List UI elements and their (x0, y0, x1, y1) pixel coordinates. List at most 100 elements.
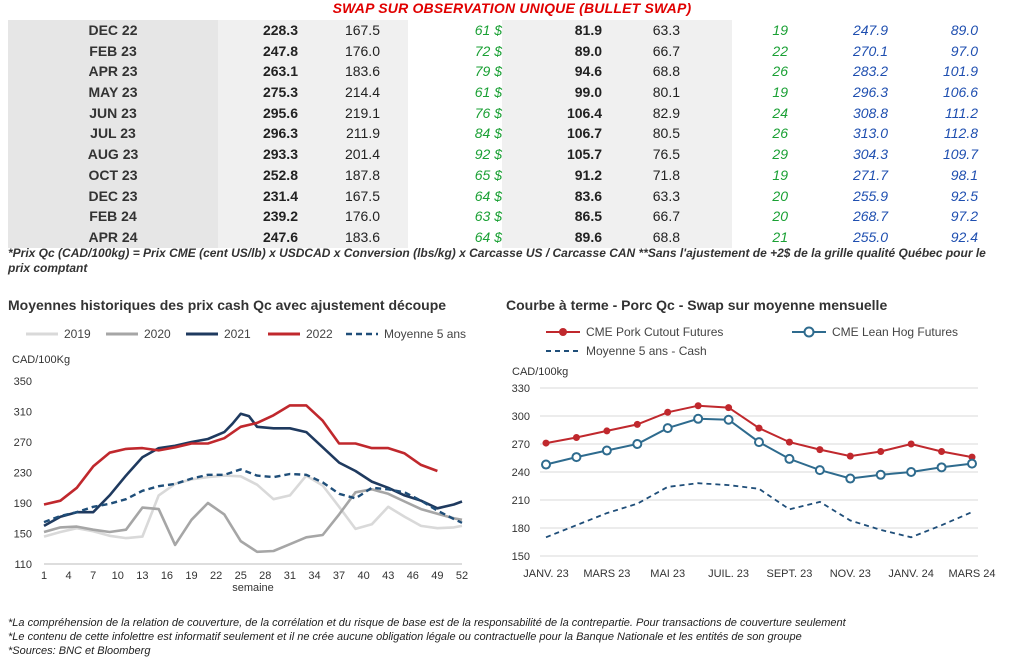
table-cell-d: 105.7 (566, 146, 602, 163)
table-title: SWAP SUR OBSERVATION UNIQUE (BULLET SWAP… (0, 0, 1024, 20)
y-tick-label: 270 (14, 437, 32, 449)
table-cell-label: APR 23 (88, 63, 138, 80)
table-cell-h: 106.6 (942, 84, 978, 101)
row-band (218, 82, 408, 103)
row-band (8, 82, 218, 103)
table-cell-b: 219.1 (344, 104, 380, 121)
cutout-point (694, 402, 702, 410)
row-band (502, 185, 732, 207)
row-band (502, 123, 732, 145)
lean-point (723, 414, 734, 425)
x-tick-label: 4 (66, 570, 72, 582)
table-cell-f: 20 (772, 208, 788, 225)
legend-marker (803, 326, 815, 338)
series-line-1 (43, 488, 463, 554)
legend-marker (559, 328, 567, 336)
row-band (8, 40, 218, 62)
table-cell-e: 76.5 (652, 146, 680, 163)
lean-point (906, 467, 917, 477)
table-cell-c: 65 $ (474, 166, 502, 183)
table-row: JUL 23 296.3 211.9 84 $ 106.7 80.5 26 313.0 112.… (8, 123, 998, 145)
lean-point (601, 445, 612, 456)
x-tick-label: 7 (90, 570, 96, 582)
y-tick-label: 230 (14, 468, 32, 480)
y-tick-label: 150 (512, 551, 530, 563)
y-tick-label: 110 (14, 559, 32, 571)
y-axis-label: CAD/100Kg (12, 354, 70, 366)
table-cell-e: 80.1 (652, 84, 680, 101)
legend-label: 2019 (64, 327, 91, 341)
table-cell-d: 99.0 (574, 84, 602, 101)
table-cell-g: 247.9 (852, 22, 888, 38)
footer-line-1: *La compréhension de la relation de couv… (8, 617, 846, 629)
table-cell-g: 283.2 (852, 63, 888, 80)
series-line-4 (43, 468, 463, 524)
y-tick-label: 180 (512, 523, 530, 535)
table-cell-a: 231.4 (262, 187, 298, 204)
table-cell-b: 211.9 (346, 125, 380, 142)
table-cell-a: 247.8 (262, 42, 298, 59)
table-cell-a: 263.1 (262, 63, 298, 80)
table-cell-c: 92 $ (474, 146, 502, 163)
forward-curve-chart: CME Pork Cutout Futures CME Lean Hog Futu… (512, 325, 996, 580)
table-cell-c: 79 $ (474, 63, 502, 80)
table-cell-a: 295.6 (262, 104, 298, 121)
table-cell-label: AUG 23 (87, 146, 139, 163)
table-row: JUN 23 295.6 219.1 76 $ 106.4 82.9 24 308.8 111.… (8, 102, 998, 124)
table-cell-a: 228.3 (262, 22, 298, 38)
table-cell-d: 81.9 (574, 22, 602, 38)
table-cell-f: 24 (772, 104, 788, 121)
x-tick-label: MAI 23 (650, 568, 685, 580)
table-cell-e: 63.3 (652, 187, 680, 204)
table-row: APR 23 263.1 183.6 79 $ 94.6 68.8 26 283.2 101.9 (8, 61, 998, 83)
table-cell-d: 94.6 (574, 63, 602, 80)
lean-point (875, 469, 886, 480)
x-tick-label: 13 (136, 570, 148, 582)
row-band (8, 61, 218, 83)
table-cell-label: FEB 24 (89, 208, 137, 225)
table-cell-e: 80.5 (652, 125, 680, 142)
y-tick-label: 350 (14, 376, 32, 388)
row-band (218, 164, 408, 186)
table-cell-label: JUL 23 (90, 125, 136, 142)
x-tick-label: 43 (382, 570, 394, 582)
x-tick-label: 19 (185, 570, 197, 582)
table-cell-a: 252.8 (262, 166, 298, 183)
lean-point (936, 462, 947, 473)
table-cell-e: 66.7 (652, 42, 680, 59)
table-cell-c: 84 $ (474, 125, 502, 142)
table-cell-h: 101.9 (942, 63, 978, 80)
row-band (8, 144, 218, 165)
table-cell-label: APR 24 (88, 228, 138, 245)
table-cell-label: DEC 23 (88, 187, 138, 204)
table-cell-g: 255.9 (852, 187, 888, 204)
table-cell-h: 111.2 (945, 104, 978, 121)
table-cell-f: 20 (772, 187, 788, 204)
series-line-0 (43, 474, 463, 540)
table-cell-g: 296.3 (852, 84, 888, 101)
row-band (8, 102, 218, 124)
table-cell-f: 21 (772, 228, 788, 245)
x-tick-label: 40 (358, 570, 370, 582)
row-band (8, 20, 218, 41)
table-cell-h: 92.5 (950, 187, 978, 204)
row-band (218, 185, 408, 207)
table-cell-f: 26 (772, 125, 788, 142)
x-tick-label: 31 (284, 570, 296, 582)
table-cell-f: 22 (772, 42, 788, 59)
y-tick-label: 330 (512, 383, 530, 395)
footer-line-2: *Le contenu de cette infolettre est info… (8, 631, 802, 643)
row-band (218, 61, 408, 83)
table-cell-e: 82.9 (652, 104, 680, 121)
table-cell-label: DEC 22 (88, 22, 138, 38)
y-tick-label: 240 (512, 467, 530, 479)
table-cell-b: 176.0 (344, 208, 380, 225)
table-cell-e: 66.7 (652, 208, 680, 225)
table-cell-h: 98.1 (950, 166, 978, 183)
y-axis-label: CAD/100kg (512, 366, 568, 378)
legend-label: 2021 (224, 327, 251, 341)
table-cell-h: 109.7 (942, 146, 978, 163)
table-row: AUG 23 293.3 201.4 92 $ 105.7 76.5 29 304.3 109.… (8, 144, 998, 165)
table-cell-g: 304.3 (852, 146, 888, 163)
x-tick-label: MARS 23 (583, 568, 630, 580)
